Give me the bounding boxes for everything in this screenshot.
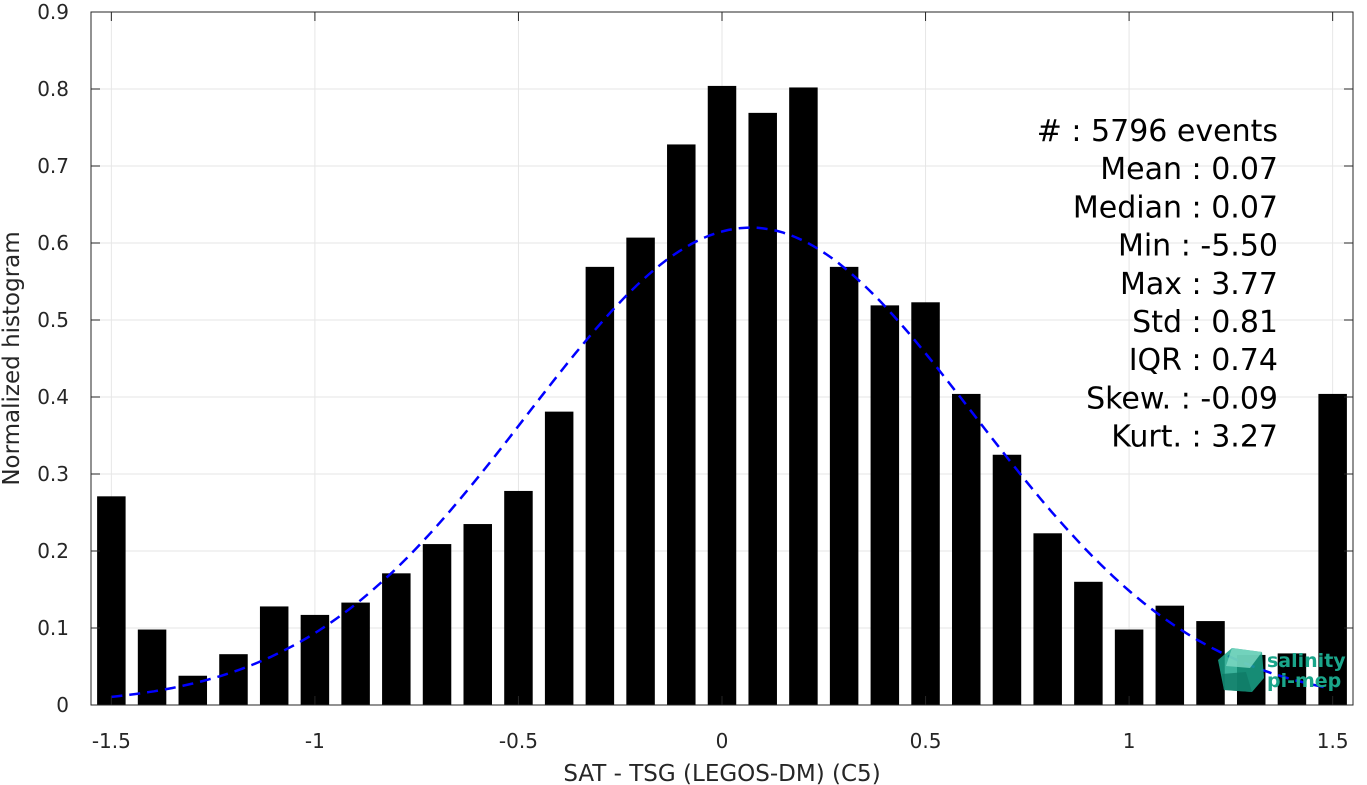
x-tick-label: -0.5 <box>499 729 538 753</box>
histogram-bar <box>341 602 370 705</box>
y-tick-label: 0.8 <box>37 77 69 101</box>
histogram-bar <box>504 490 533 705</box>
y-tick-label: 0.9 <box>37 0 69 24</box>
histogram-bar <box>1318 393 1347 705</box>
salinity-pimep-logo: salinity pi-mep <box>1218 648 1346 692</box>
histogram-bar <box>992 454 1022 705</box>
histogram-bar <box>829 266 859 705</box>
histogram-bar <box>1033 533 1062 705</box>
stat-line: IQR : 0.74 <box>1129 343 1278 378</box>
x-axis-ticks: -1.5 -1 -0.5 0 0.5 1 1.5 <box>92 12 1349 753</box>
histogram-bar <box>707 85 737 706</box>
y-axis-ticks: 0 0.1 0.2 0.3 0.4 0.5 0.6 0.7 0.8 0.9 <box>37 0 1353 717</box>
logo-text-pimep: pi-mep <box>1267 670 1341 692</box>
y-tick-label: 0.3 <box>37 462 69 486</box>
logo-text-salinity: salinity <box>1267 650 1346 672</box>
x-tick-label: 0.5 <box>910 729 942 753</box>
histogram-bar <box>1277 653 1307 705</box>
stat-line: Mean : 0.07 <box>1100 152 1278 187</box>
stat-line: Max : 3.77 <box>1120 267 1278 302</box>
stat-line: Std : 0.81 <box>1132 305 1278 340</box>
histogram-bar <box>219 654 248 705</box>
histogram-bar <box>626 237 655 706</box>
y-tick-label: 0.4 <box>37 385 69 409</box>
bar-series <box>97 85 1347 706</box>
histogram-bar <box>667 144 696 705</box>
histogram-bar <box>463 524 492 705</box>
histogram-bar <box>748 112 777 706</box>
stat-line: # : 5796 events <box>1037 114 1278 149</box>
x-tick-label: 0 <box>716 729 729 753</box>
histogram-bar <box>382 573 411 705</box>
x-tick-label: 1 <box>1123 729 1136 753</box>
y-tick-label: 0 <box>56 693 69 717</box>
x-axis-label: SAT - TSG (LEGOS-DM) (C5) <box>563 761 880 785</box>
y-tick-label: 0.5 <box>37 308 69 332</box>
x-tick-label: -1.5 <box>92 729 131 753</box>
histogram-bar <box>1074 581 1103 705</box>
histogram-bar <box>544 411 574 705</box>
y-tick-label: 0.2 <box>37 539 69 563</box>
histogram-bar <box>870 305 900 705</box>
gaussian-fit-curve <box>111 226 1333 699</box>
histogram-bar <box>1155 605 1185 705</box>
stat-line: Kurt. : 3.27 <box>1111 420 1278 455</box>
logo-icon <box>1218 648 1264 692</box>
stat-line: Skew. : -0.09 <box>1086 381 1278 416</box>
histogram-bar <box>585 266 615 705</box>
histogram-bar <box>789 87 818 705</box>
x-tick-label: -1 <box>305 729 325 753</box>
histogram-bar <box>137 629 167 705</box>
histogram-bar <box>952 393 981 705</box>
y-tick-label: 0.1 <box>37 616 69 640</box>
x-tick-label: 1.5 <box>1317 729 1349 753</box>
histogram-bar <box>300 614 330 705</box>
histogram-bar <box>97 496 126 705</box>
histogram-bar <box>1114 629 1144 705</box>
stat-line: Min : -5.50 <box>1118 229 1278 264</box>
histogram-bar <box>911 302 940 705</box>
y-axis-label: Normalized histogram <box>0 231 25 485</box>
stat-line: Median : 0.07 <box>1073 190 1278 225</box>
histogram-bar <box>422 544 452 705</box>
y-tick-label: 0.6 <box>37 231 69 255</box>
y-tick-label: 0.7 <box>37 154 69 178</box>
